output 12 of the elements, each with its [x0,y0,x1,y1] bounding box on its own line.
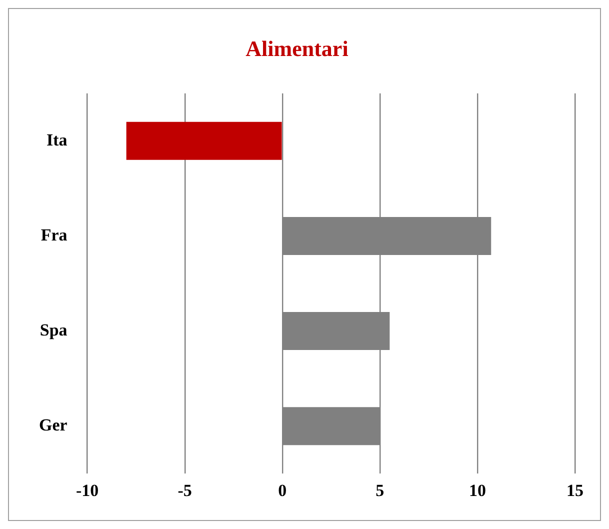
y-tick-label: Ita [46,130,68,150]
x-tick-label: -10 [76,481,99,500]
x-tick-label: -5 [178,481,192,500]
chart-title: Alimentari [246,36,348,61]
y-tick-label: Ger [38,415,68,434]
x-tick-label: 5 [376,481,384,500]
x-tick-label: 0 [278,481,287,500]
x-tick-label: 15 [566,481,584,500]
y-tick-label: Spa [40,320,68,340]
x-tick-label: 10 [468,481,486,500]
y-tick-label: Fra [40,225,68,244]
bar [126,122,282,160]
